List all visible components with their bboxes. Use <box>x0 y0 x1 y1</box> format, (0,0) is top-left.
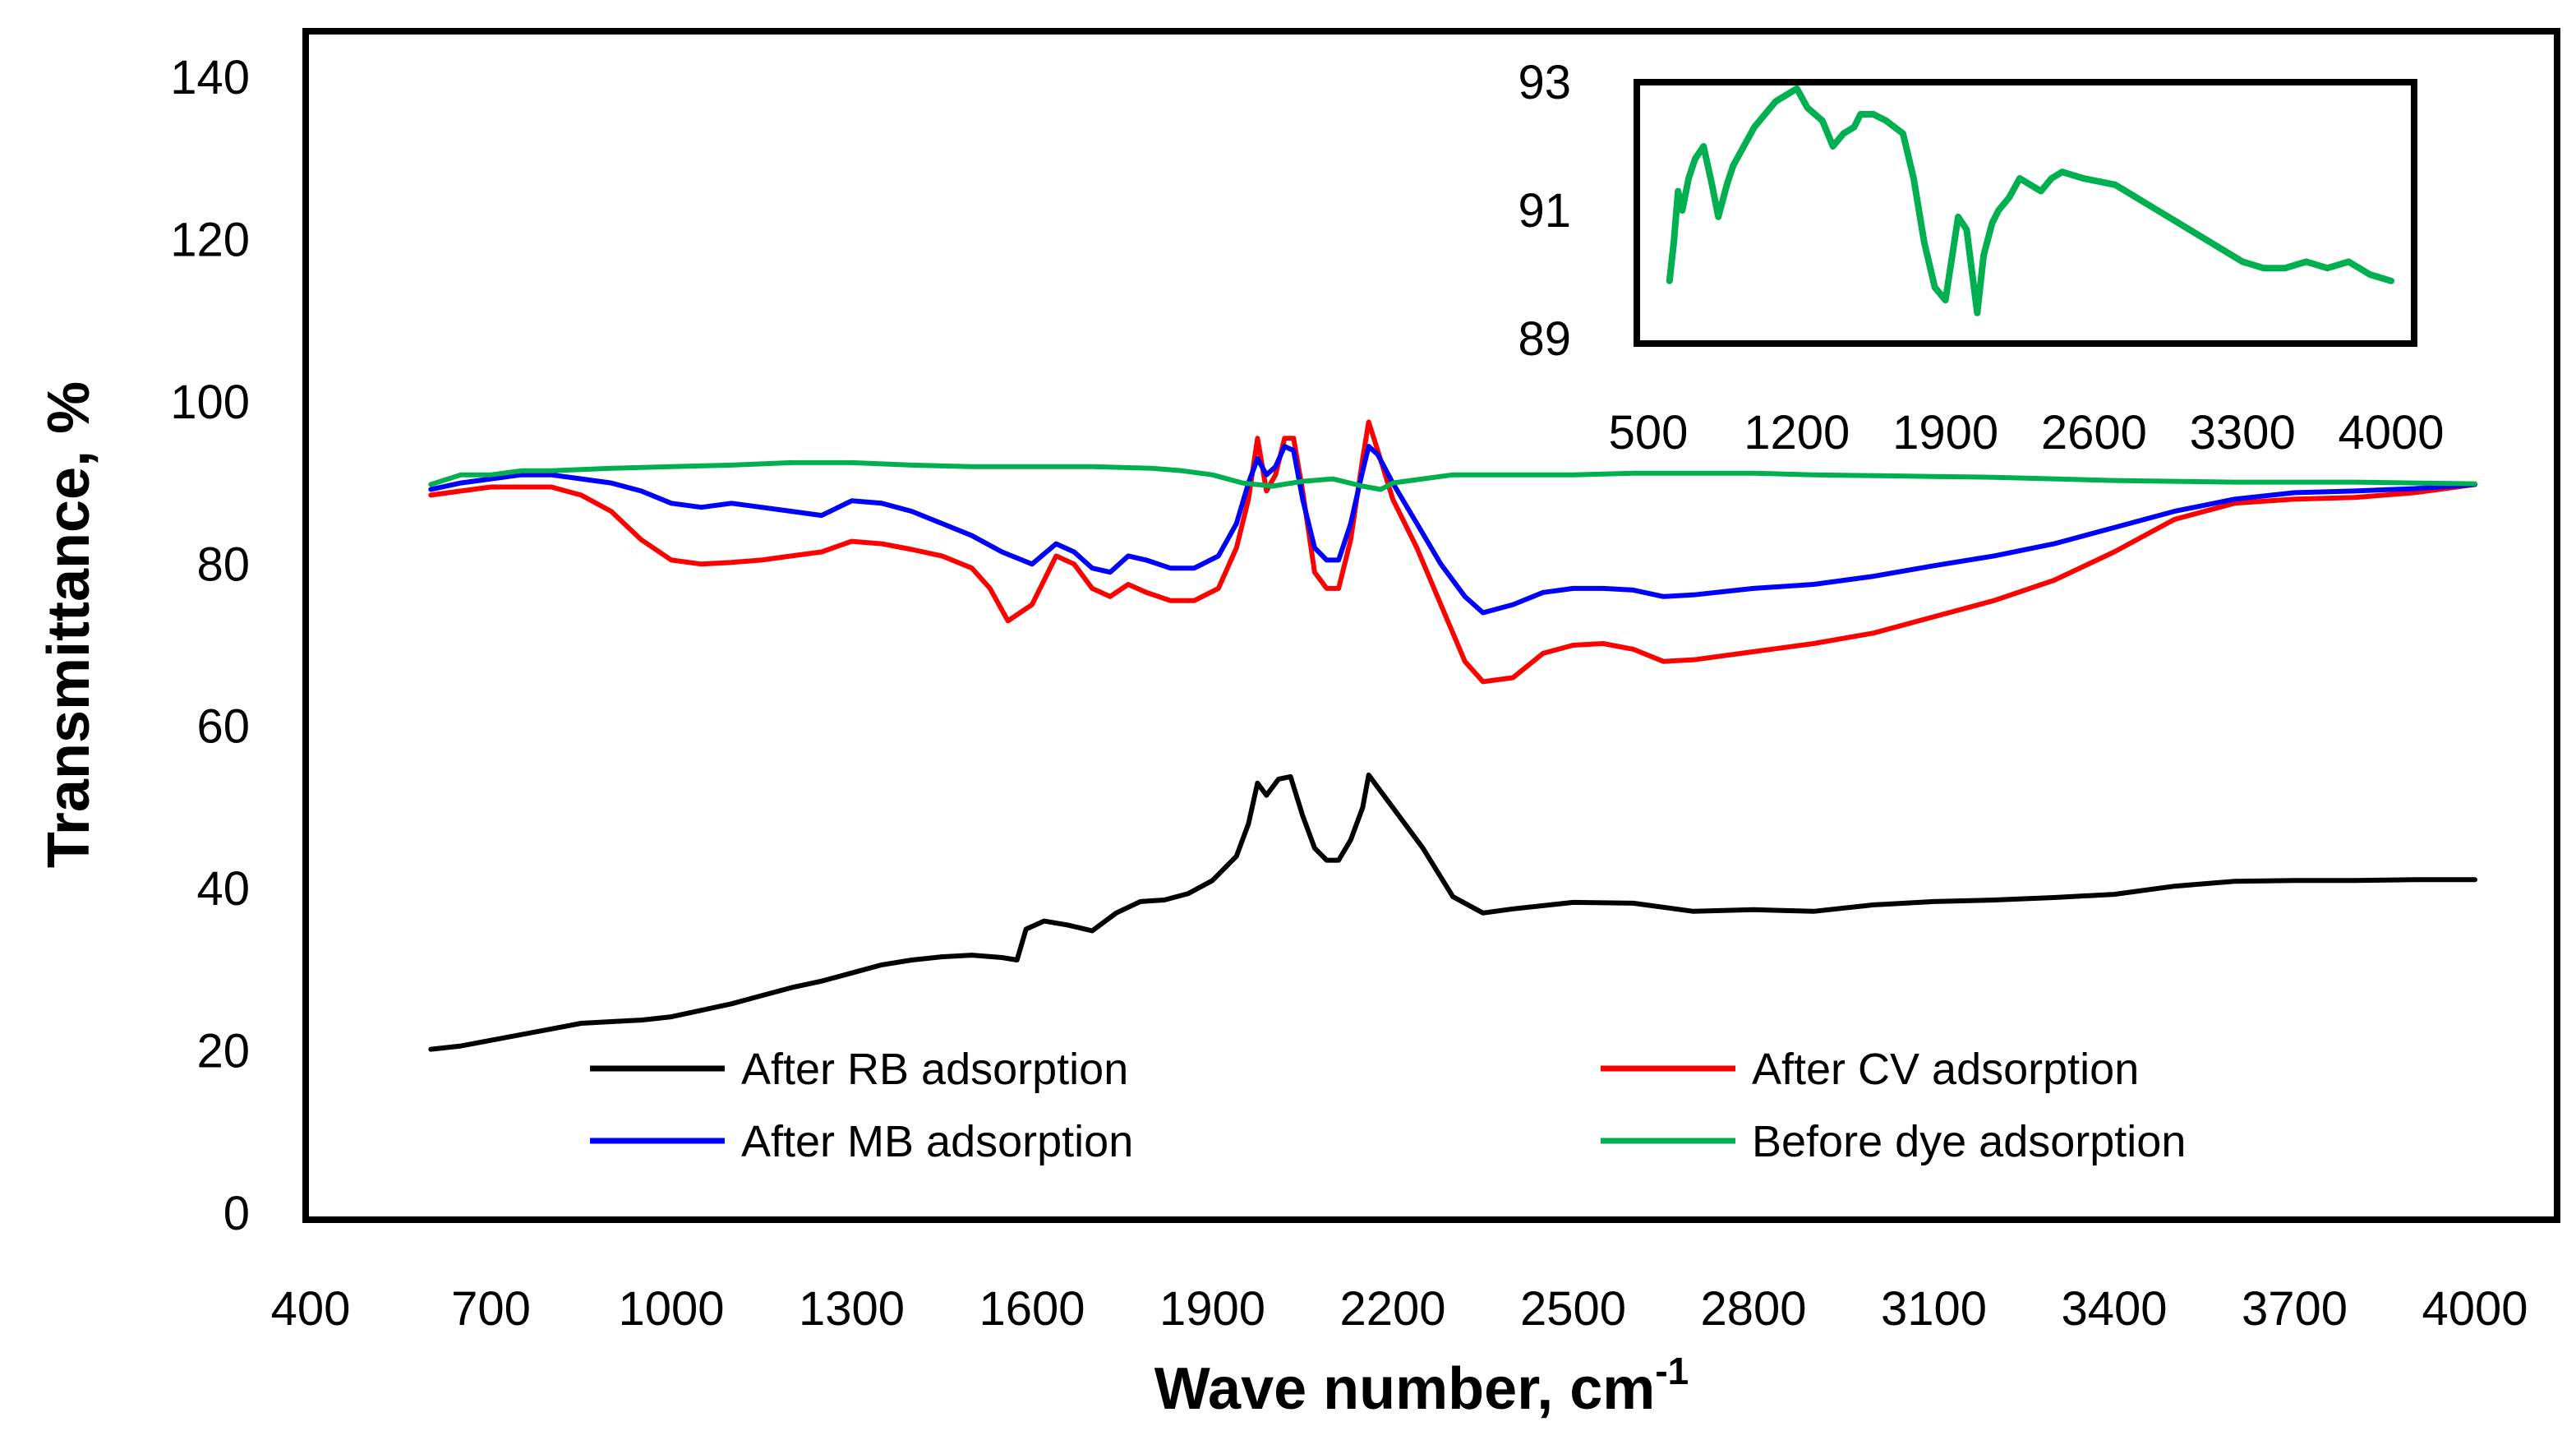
y-tick-label: 140 <box>170 51 250 104</box>
series-line-before-dye-adsorption <box>428 459 2477 492</box>
inset-x-tick-label: 500 <box>1609 406 1689 459</box>
y-axis-title: Transmittance, % <box>36 381 102 868</box>
x-tick-label: 3400 <box>2061 1282 2167 1336</box>
y-tick-label: 40 <box>196 862 250 916</box>
x-tick-label: 2500 <box>1520 1282 1626 1336</box>
y-tick-label: 100 <box>170 376 250 429</box>
inset-series-line-before-dye-adsorption <box>1666 85 2394 316</box>
legend-item-after-rb-adsorption: After RB adsorption <box>590 1045 1128 1094</box>
inset-series-group <box>1666 85 2394 316</box>
x-tick-label: 1900 <box>1159 1282 1265 1336</box>
x-tick-label: 2200 <box>1339 1282 1445 1336</box>
legend-item-after-mb-adsorption: After MB adsorption <box>590 1117 1133 1166</box>
inset-y-tick-labels: 89 91 93 <box>1518 56 1571 366</box>
x-tick-label: 400 <box>271 1282 351 1336</box>
inset-x-tick-labels: 500 1200 1900 2600 3300 4000 <box>1609 406 2445 459</box>
y-tick-label: 80 <box>196 538 250 591</box>
x-tick-label: 3700 <box>2242 1282 2348 1336</box>
x-tick-label: 1600 <box>979 1282 1085 1336</box>
x-axis-title-superscript: -1 <box>1655 1350 1689 1392</box>
legend-label: After RB adsorption <box>741 1045 1128 1094</box>
series-line-after-mb-adsorption <box>428 444 2477 616</box>
legend-item-after-cv-adsorption: After CV adsorption <box>1601 1045 2139 1094</box>
series-line-after-rb-adsorption <box>428 772 2477 1052</box>
x-tick-label: 700 <box>451 1282 531 1336</box>
inset-x-tick-label: 1200 <box>1744 406 1850 459</box>
inset-y-tick-label: 89 <box>1518 312 1571 366</box>
main-series-group <box>428 419 2477 1052</box>
x-tick-label: 3100 <box>1881 1282 1987 1336</box>
legend-label: Before dye adsorption <box>1752 1117 2186 1166</box>
y-tick-label: 120 <box>170 213 250 266</box>
x-tick-label: 1000 <box>618 1282 724 1336</box>
inset-plot: 500 1200 1900 2600 3300 4000 89 91 93 <box>1518 56 2444 459</box>
x-tick-label: 2800 <box>1700 1282 1806 1336</box>
y-tick-label: 60 <box>196 700 250 754</box>
main-y-tick-labels: 0 20 40 60 80 100 120 140 <box>170 51 250 1240</box>
main-x-tick-labels: 400 700 1000 1300 1600 1900 2200 2500 2800 3100 34… <box>271 1282 2528 1336</box>
inset-x-tick-label: 1900 <box>1892 406 1998 459</box>
inset-x-tick-label: 2600 <box>2041 406 2147 459</box>
series-line-after-cv-adsorption <box>428 419 2477 685</box>
inset-plot-frame <box>1634 79 2417 347</box>
y-tick-label: 0 <box>223 1187 250 1240</box>
inset-x-tick-label: 4000 <box>2338 406 2444 459</box>
legend-item-before-dye-adsorption: Before dye adsorption <box>1601 1117 2186 1166</box>
inset-y-tick-label: 91 <box>1518 184 1571 238</box>
x-axis-title: Wave number, cm-1 <box>1154 1350 1689 1422</box>
legend: After RB adsorption After CV adsorption Af… <box>590 1045 2186 1166</box>
x-tick-label: 1300 <box>799 1282 905 1336</box>
legend-label: After CV adsorption <box>1752 1045 2139 1094</box>
inset-x-tick-label: 3300 <box>2190 406 2296 459</box>
y-tick-label: 20 <box>196 1025 250 1078</box>
x-tick-label: 4000 <box>2422 1282 2528 1336</box>
inset-y-tick-label: 93 <box>1518 56 1571 109</box>
x-axis-title-text: Wave number, cm <box>1154 1356 1656 1422</box>
legend-label: After MB adsorption <box>741 1117 1133 1166</box>
